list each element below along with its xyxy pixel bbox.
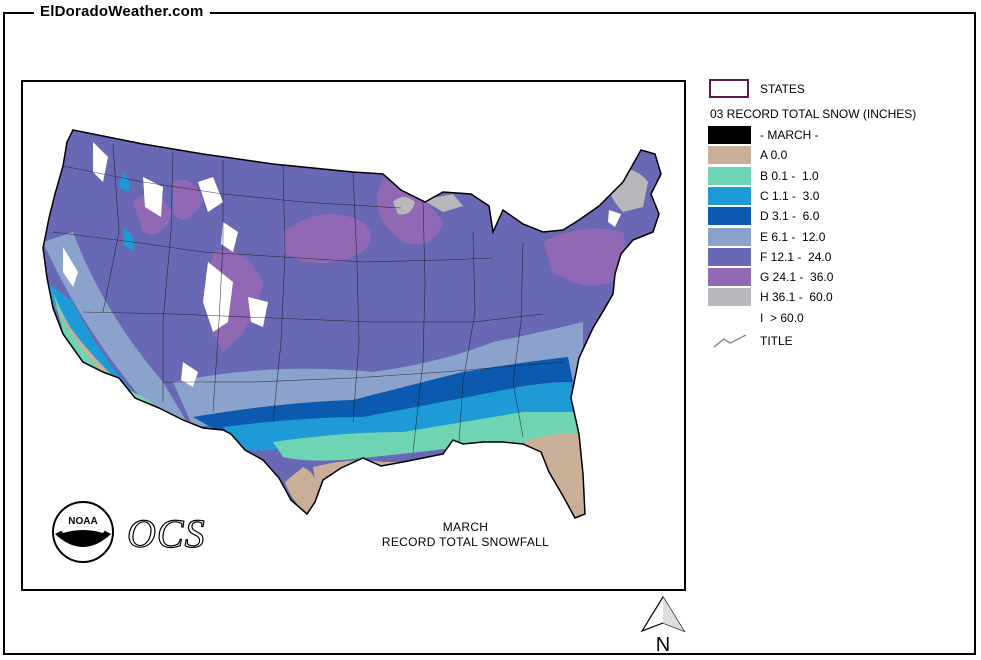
legend-swatch <box>708 227 751 246</box>
outer-frame <box>3 12 976 655</box>
north-label: N <box>656 634 670 655</box>
legend-item: C 1.1 - 3.0 <box>708 186 968 206</box>
legend-title-entry: TITLE <box>708 331 968 351</box>
legend-title: 03 RECORD TOTAL SNOW (INCHES) <box>710 107 917 121</box>
legend-swatch <box>708 146 751 165</box>
legend-label: B 0.1 - 1.0 <box>760 168 819 183</box>
legend-swatch <box>708 308 751 327</box>
legend-label: G 24.1 - 36.0 <box>760 270 834 285</box>
legend-label: C 1.1 - 3.0 <box>760 188 820 203</box>
site-title: ElDoradoWeather.com <box>34 3 210 20</box>
legend-item: B 0.1 - 1.0 <box>708 166 968 186</box>
us-snowfall-map <box>42 129 662 519</box>
title-entry-label: TITLE <box>760 334 793 348</box>
legend-swatch <box>708 126 751 144</box>
map-frame: NOAA OCS MARCH RECORD TOTAL SNOWFALL <box>21 80 686 591</box>
legend-item: E 6.1 - 12.0 <box>708 227 968 247</box>
ocs-logo: OCS <box>126 510 206 556</box>
states-label: STATES <box>760 82 805 96</box>
legend-label: F 12.1 - 24.0 <box>760 249 832 264</box>
legend-item: - MARCH - <box>708 125 968 145</box>
legend-label: - MARCH - <box>760 128 819 142</box>
legend-swatch <box>708 288 751 307</box>
legend-label: E 6.1 - 12.0 <box>760 229 826 244</box>
legend-swatch <box>708 207 751 226</box>
legend-swatch <box>708 247 751 266</box>
legend-label: A 0.0 <box>760 148 788 163</box>
legend-item: G 24.1 - 36.0 <box>708 267 968 287</box>
legend-item: H 36.1 - 60.0 <box>708 287 968 307</box>
legend-swatch <box>708 186 751 205</box>
legend-item: A 0.0 <box>708 145 968 165</box>
legend-label: D 3.1 - 6.0 <box>760 209 820 224</box>
map-caption-month: MARCH <box>442 520 489 534</box>
legend-states-row: STATES <box>708 78 968 100</box>
legend-swatch <box>708 268 751 287</box>
map-caption-title: RECORD TOTAL SNOWFALL <box>381 535 550 549</box>
states-swatch <box>709 79 749 98</box>
legend-swatch <box>708 166 751 185</box>
noaa-logo-icon: NOAA <box>52 501 114 563</box>
north-arrow-icon: N <box>640 595 686 655</box>
line-icon <box>713 334 747 348</box>
svg-text:NOAA: NOAA <box>68 516 97 527</box>
legend-item: D 3.1 - 6.0 <box>708 206 968 226</box>
legend-label: I > 60.0 <box>760 310 804 325</box>
map-caption: MARCH RECORD TOTAL SNOWFALL <box>373 520 558 550</box>
legend-label: H 36.1 - 60.0 <box>760 290 833 305</box>
legend-item: F 12.1 - 24.0 <box>708 247 968 267</box>
legend-item: I > 60.0 <box>708 308 968 328</box>
